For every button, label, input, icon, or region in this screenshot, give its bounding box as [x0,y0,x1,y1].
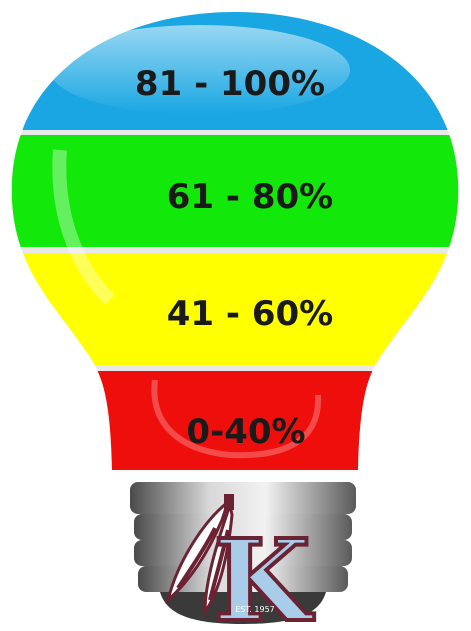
band-label-0-40: 0-40% [186,412,305,452]
feather-icon [165,494,234,617]
band-yellow [11,253,459,365]
band-label-41-60: 41 - 60% [167,294,333,334]
bulb-base [130,482,356,624]
school-logo: K EST. 1957 [165,494,316,631]
logo-stamp: EST. 1957 [235,605,275,614]
band-label-81-100: 81 - 100% [135,64,325,104]
band-green [11,135,459,247]
logo-letter-k: K [213,516,314,631]
band-label-61-80: 61 - 80% [167,177,333,217]
